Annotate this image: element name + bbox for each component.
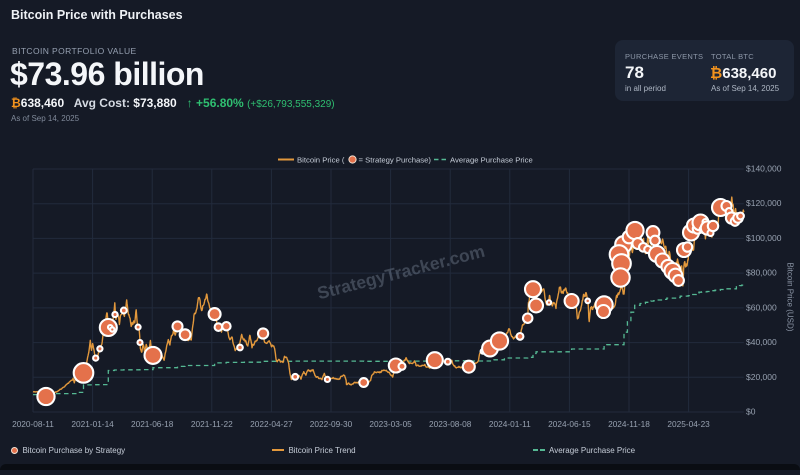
svg-text:2021-01-14: 2021-01-14 — [71, 419, 114, 429]
svg-text:2023-08-08: 2023-08-08 — [429, 419, 472, 429]
svg-text:2025-04-23: 2025-04-23 — [667, 419, 710, 429]
svg-text:= Strategy Purchase): = Strategy Purchase) — [359, 156, 432, 165]
svg-text:$20,000: $20,000 — [746, 372, 777, 382]
svg-text:2024-01-11: 2024-01-11 — [489, 419, 531, 429]
svg-text:2024-06-15: 2024-06-15 — [548, 419, 591, 429]
svg-text:$40,000: $40,000 — [746, 337, 777, 347]
svg-text:$140,000: $140,000 — [746, 164, 782, 174]
svg-text:2022-04-27: 2022-04-27 — [250, 419, 293, 429]
svg-text:$80,000: $80,000 — [746, 268, 777, 278]
svg-text:$120,000: $120,000 — [746, 198, 782, 208]
svg-text:2024-11-18: 2024-11-18 — [608, 419, 650, 429]
svg-text:2023-03-05: 2023-03-05 — [369, 419, 412, 429]
svg-text:Bitcoin Price (USD): Bitcoin Price (USD) — [786, 263, 795, 332]
svg-text:2021-06-18: 2021-06-18 — [131, 419, 174, 429]
svg-text:$100,000: $100,000 — [746, 233, 782, 243]
svg-text:Bitcoin Price (: Bitcoin Price ( — [297, 156, 345, 165]
svg-text:StrategyTracker.com: StrategyTracker.com — [315, 241, 487, 303]
svg-text:2021-11-22: 2021-11-22 — [191, 419, 233, 429]
svg-text:$0: $0 — [746, 407, 756, 417]
svg-text:$60,000: $60,000 — [746, 302, 777, 312]
svg-text:Average Purchase Price: Average Purchase Price — [450, 156, 533, 165]
svg-text:2020-08-11: 2020-08-11 — [12, 419, 54, 429]
svg-text:2022-09-30: 2022-09-30 — [310, 419, 353, 429]
